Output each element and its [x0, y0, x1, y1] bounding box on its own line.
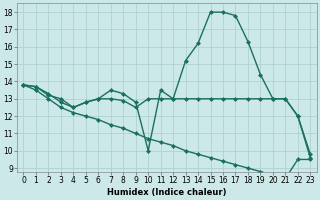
- X-axis label: Humidex (Indice chaleur): Humidex (Indice chaleur): [107, 188, 227, 197]
